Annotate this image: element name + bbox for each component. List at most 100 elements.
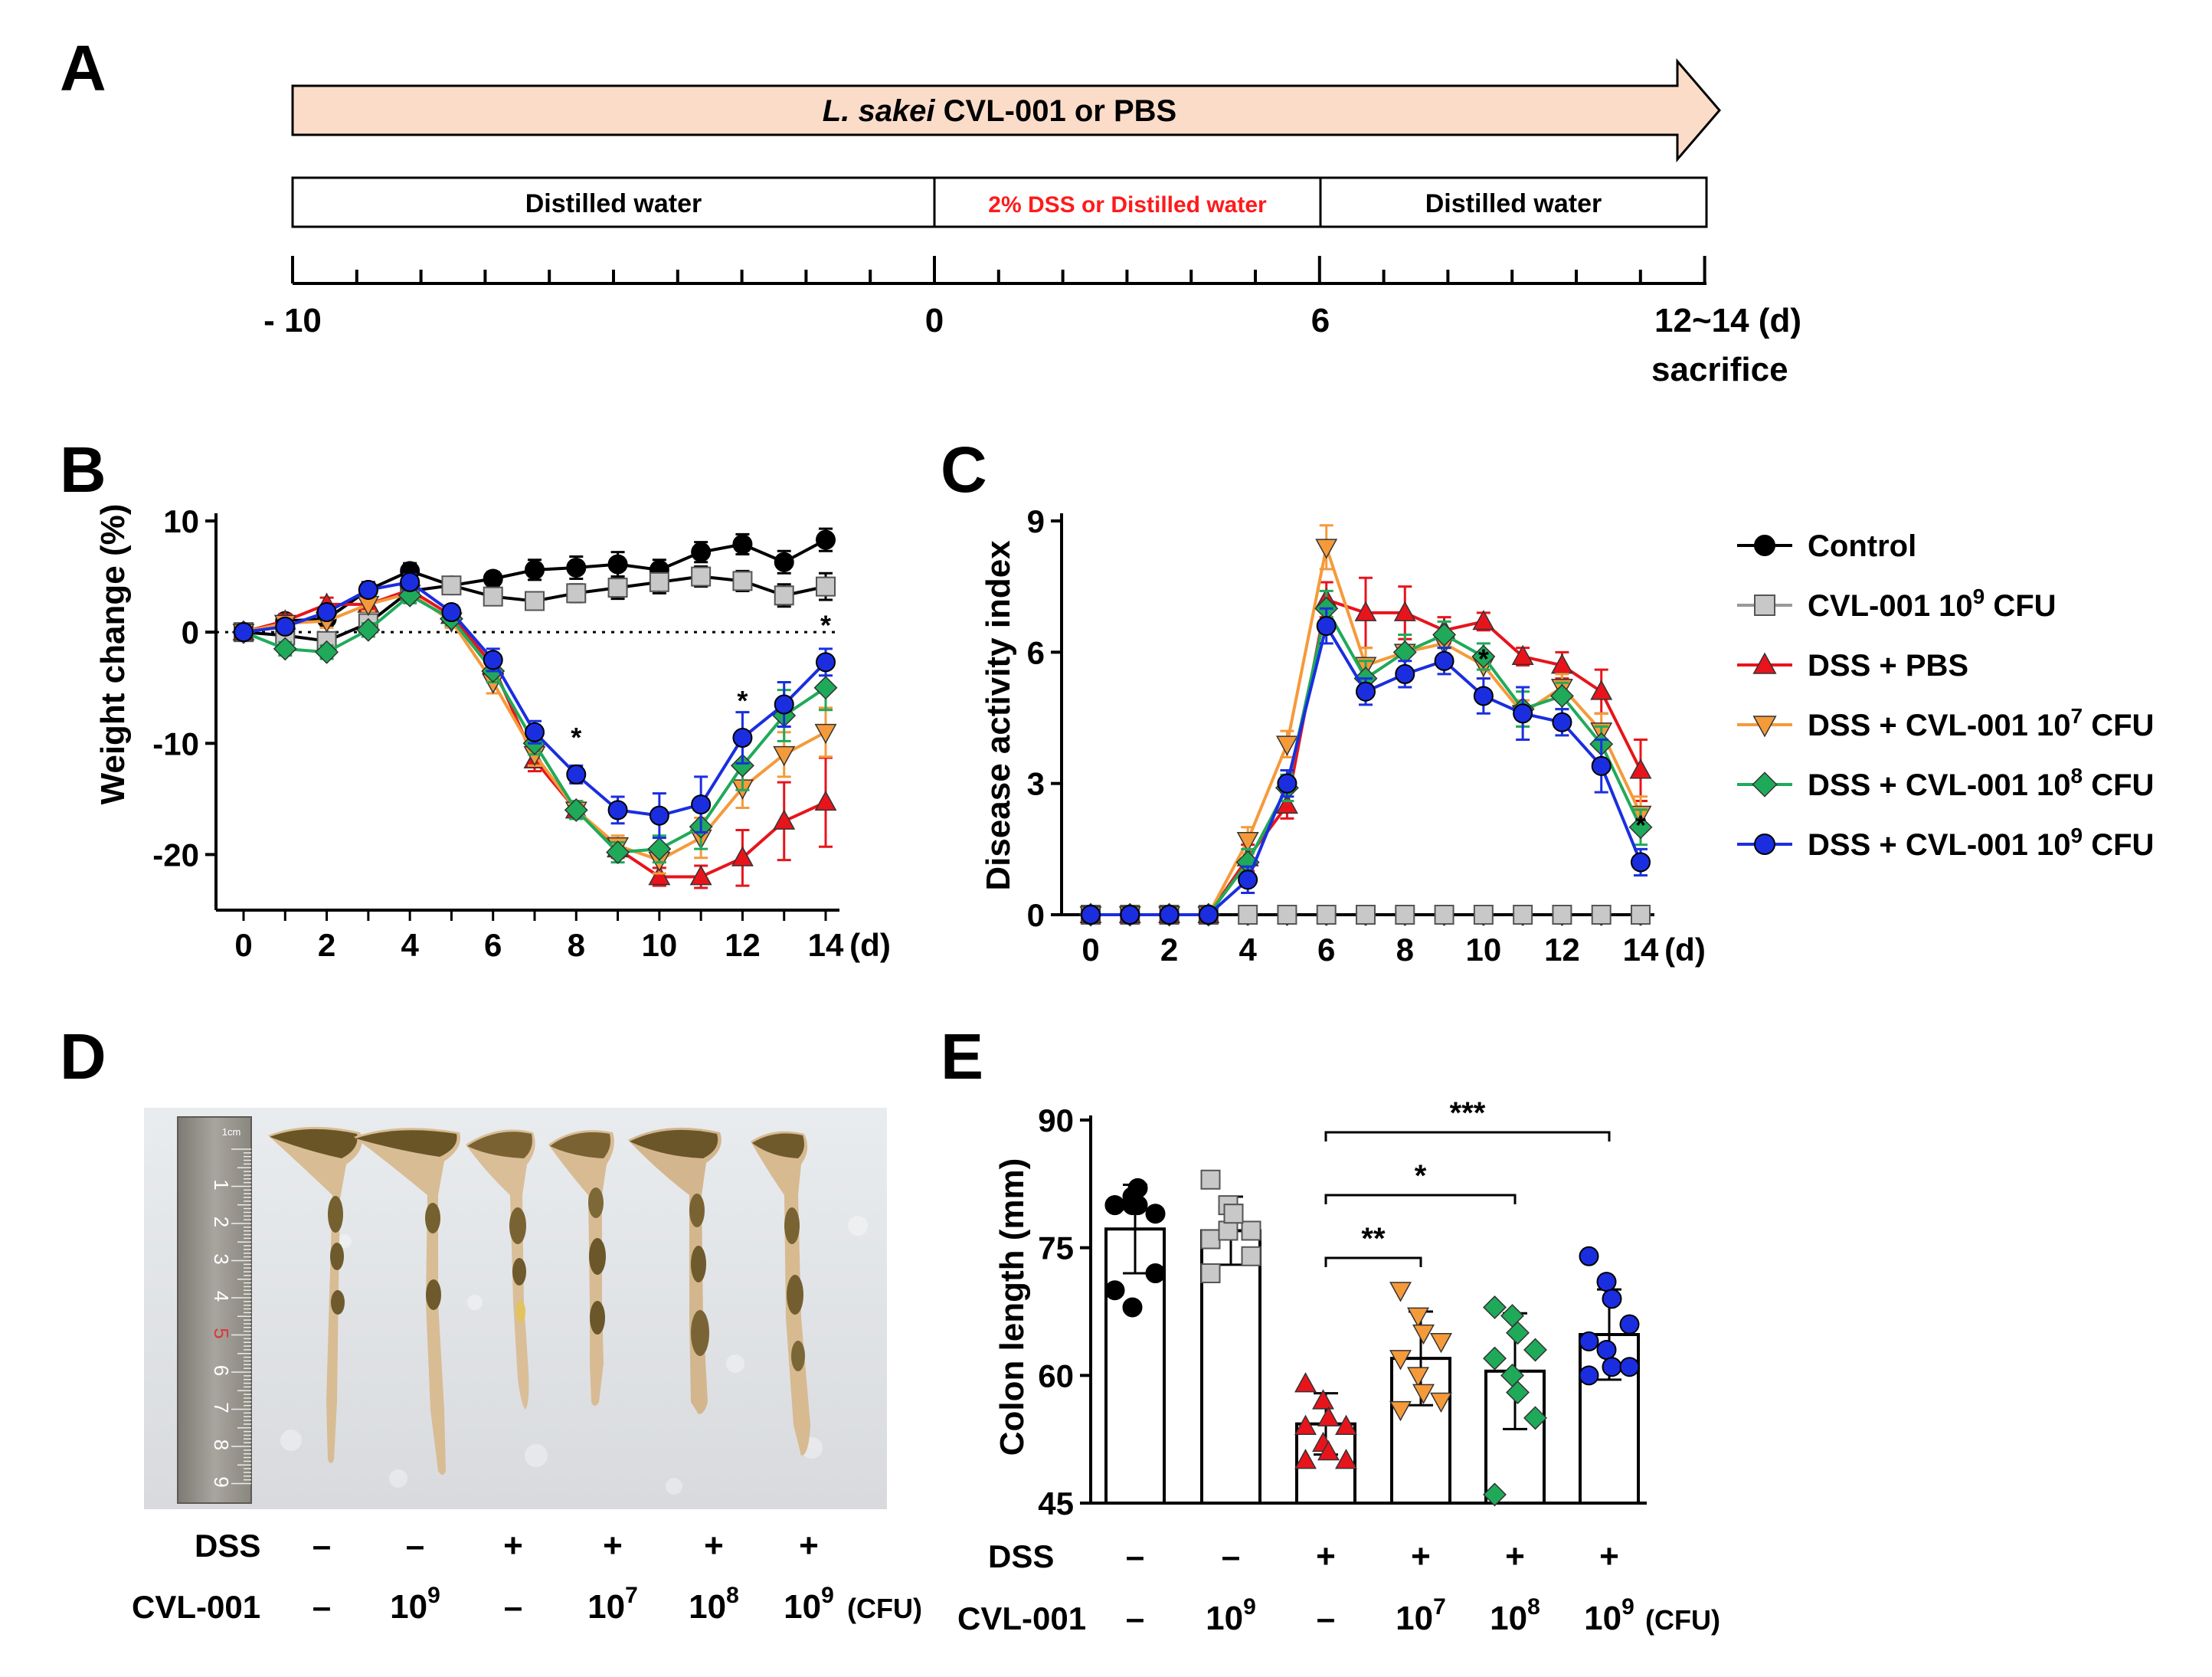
chart-b-x-tick-label: 2: [318, 927, 335, 963]
cvl-row-label-e: CVL-001: [957, 1600, 1086, 1636]
chart-e-y-tick-label: 90: [1038, 1102, 1074, 1138]
legend-label-text: DSS + CVL-001 10: [1808, 768, 2071, 802]
chart-b-point-control: [774, 552, 794, 572]
chart-e-point-cvl_only: [1223, 1204, 1244, 1224]
chart-b-point-d8: [606, 840, 630, 864]
chart-c-significance-star: *: [1478, 643, 1489, 674]
chart-c-x-tick-label: 14: [1623, 932, 1659, 968]
chart-b-point-d9: [316, 602, 337, 623]
chart-c-point-cvl_only: [1631, 905, 1651, 925]
legend-label-sup: 9: [2071, 824, 2083, 847]
chart-e-point-d9: [1579, 1331, 1599, 1351]
cond-e-cvl-dose-base: 10: [1396, 1600, 1433, 1637]
chart-b-x-tick-label: 12: [725, 927, 761, 963]
chart-c-point-cvl_only: [1395, 905, 1415, 925]
chart-e-point-cvl_only: [1200, 1263, 1221, 1283]
chart-b-point-d9: [358, 579, 378, 600]
cond-e-dss-sign: +: [1505, 1538, 1525, 1575]
chart-c-point-d7: [1275, 735, 1298, 756]
cond-d-cvl-dose: –: [504, 1588, 522, 1626]
chart-e-point-d9: [1596, 1340, 1617, 1360]
chart-b-point-cvl_only: [691, 566, 712, 587]
legend-label-dss_pbs: DSS + PBS: [1808, 649, 1968, 683]
chart-b-point-d7: [814, 723, 837, 745]
ruler-number: 5: [210, 1328, 233, 1338]
chart-b-x-tick-label: 4: [401, 927, 419, 963]
chart-b-significance-star: *: [737, 685, 748, 716]
chart-b-x-tick-label: 0: [234, 927, 252, 963]
legend-label-text: CVL-001 10: [1808, 589, 1973, 623]
chart-c-series-d9: [1081, 607, 1651, 925]
cond-d-dss-sign: –: [406, 1527, 424, 1564]
cond-d-cvl-dose: 109: [784, 1583, 834, 1626]
chart-b-point-cvl_only: [816, 576, 836, 597]
chart-e-point-d7: [1389, 1350, 1412, 1371]
chart-c-point-cvl_only: [1473, 905, 1494, 925]
legend-marker-cvl_only: [1754, 594, 1775, 616]
panel-letter-b: B: [60, 434, 106, 506]
legend-label-text: DSS + PBS: [1808, 649, 1968, 683]
phase-box-post: [1319, 176, 1708, 228]
chart-c-point-d9: [1316, 616, 1337, 637]
chart-c-point-d9: [1395, 663, 1415, 684]
chart-b-point-dss_pbs: [648, 865, 671, 886]
cond-e-dss-sign: +: [1411, 1538, 1431, 1575]
chart-c-point-cvl_only: [1316, 905, 1337, 925]
chart-c-significance-star: *: [1635, 809, 1646, 840]
cond-e-cvl-dose-sup: 8: [1527, 1594, 1540, 1620]
chart-c-x-tick-label: 10: [1465, 932, 1501, 968]
chart-e-point-d7: [1407, 1307, 1429, 1328]
cond-d-cfu-unit: (CFU): [847, 1593, 922, 1624]
colon-sample-5: [628, 1127, 722, 1414]
chart-b-x-tick-label: 6: [484, 927, 502, 963]
timeline-label-zero: 0: [925, 302, 944, 339]
chart-e-group-d9: [1579, 1246, 1640, 1505]
conditions-d: DSS CVL-001 – – + + + +– 109–107 108 109 (CFU): [132, 1527, 922, 1626]
cond-d-cvl-dose-base: 10: [689, 1588, 726, 1626]
ruler-number: 7: [210, 1402, 233, 1413]
chart-c: 0 3 6 9 0 2 4 6 8 10 12 14 (d) * *: [1027, 503, 1706, 968]
chart-c-x-unit: (d): [1664, 932, 1706, 968]
chart-e-point-cvl_only: [1241, 1246, 1261, 1266]
chart-c-point-d9: [1277, 773, 1297, 794]
arrow-label-italic: L. sakei: [823, 94, 936, 128]
ruler-number: 2: [210, 1217, 233, 1227]
cond-e-cvl-dose-base: 10: [1584, 1600, 1621, 1637]
chart-b-series-d9: [234, 572, 836, 840]
chart-e-point-d8: [1506, 1381, 1530, 1405]
timeline: [291, 256, 1706, 285]
chart-e-group-d7: [1389, 1282, 1452, 1505]
chart-c-x-tick-label: 4: [1239, 932, 1257, 968]
treatment-arrow: [291, 57, 1721, 163]
chart-c-point-cvl_only: [1513, 905, 1533, 925]
chart-c-point-cvl_only: [1277, 905, 1297, 925]
colon-sample-6: [751, 1131, 810, 1456]
chart-c-point-dss_pbs: [1354, 601, 1377, 621]
chart-e-y-tick-label: 60: [1038, 1358, 1074, 1394]
chart-e-point-d8: [1483, 1346, 1507, 1371]
cond-e-dss-sign: –: [1126, 1538, 1144, 1575]
chart-b-point-d8: [813, 676, 838, 700]
chart-e-point-control: [1104, 1280, 1125, 1301]
legend-label-control: Control: [1808, 529, 1916, 563]
cond-d-dss-sign: +: [603, 1527, 623, 1564]
chart-c-point-d7: [1236, 831, 1259, 853]
colon-sample-1: [268, 1126, 362, 1463]
chart-e-point-cvl_only: [1241, 1220, 1261, 1241]
chart-c-point-cvl_only: [1238, 905, 1258, 925]
chart-c-x-tick-label: 8: [1396, 932, 1414, 968]
phase-label-post: Distilled water: [1425, 189, 1602, 218]
chart-e-group-cvl_only: [1200, 1169, 1261, 1505]
cond-e-dss-sign: –: [1222, 1538, 1240, 1575]
cond-e-cvl-dose: 108: [1490, 1594, 1540, 1637]
chart-c-point-cvl_only: [1591, 905, 1612, 925]
timeline-label-sacrifice: sacrifice: [1651, 351, 1788, 388]
chart-c-point-d9: [1198, 905, 1219, 925]
chart-c-point-d9: [1473, 686, 1494, 706]
chart-b-point-d9: [483, 650, 503, 670]
chart-e-point-control: [1127, 1178, 1148, 1198]
chart-c-ylabel: Disease activity index: [980, 540, 1017, 891]
legend-label-text: DSS + CVL-001 10: [1808, 709, 2071, 742]
timeline-label-six: 6: [1311, 302, 1330, 339]
